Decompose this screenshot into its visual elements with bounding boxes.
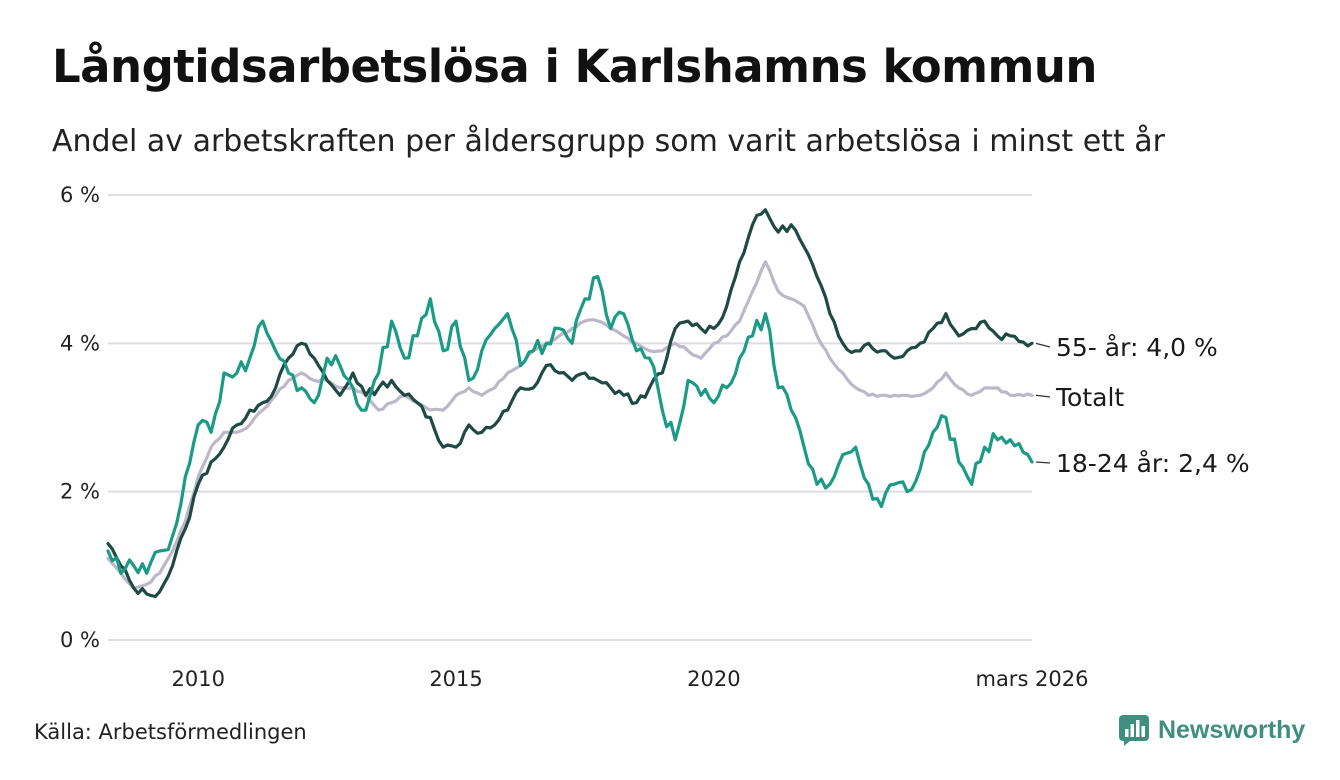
brand-name: Newsworthy <box>1158 715 1306 744</box>
chart-subtitle: Andel av arbetskraften per åldersgrupp s… <box>52 124 1165 159</box>
x-tick-label: 2010 <box>172 667 225 691</box>
end-label: Totalt <box>1055 383 1124 412</box>
newsworthy-logo-icon <box>1119 715 1149 746</box>
x-tick-label: mars 2026 <box>975 667 1088 691</box>
end-label: 55- år: 4,0 % <box>1056 333 1218 362</box>
series-line-55-r <box>106 208 1034 599</box>
end-label-leader <box>1035 342 1051 348</box>
x-tick-label: 2015 <box>429 667 482 691</box>
end-label: 18-24 år: 2,4 % <box>1056 449 1250 478</box>
end-label-leader <box>1035 394 1051 398</box>
y-tick-label: 4 % <box>60 331 100 355</box>
x-tick-label: 2020 <box>687 667 740 691</box>
y-tick-label: 2 % <box>60 480 100 504</box>
series-line-18-24-r <box>106 275 1034 575</box>
y-tick-label: 0 % <box>60 628 100 652</box>
brand-logo[interactable]: Newsworthy <box>1118 714 1305 746</box>
chart-title: Långtidsarbetslösa i Karlshamns kommun <box>52 40 1097 93</box>
series-line-totalt <box>106 260 1034 590</box>
source-note: Källa: Arbetsförmedlingen <box>34 720 307 744</box>
end-label-leader <box>1035 461 1051 464</box>
y-tick-label: 6 % <box>60 183 100 207</box>
